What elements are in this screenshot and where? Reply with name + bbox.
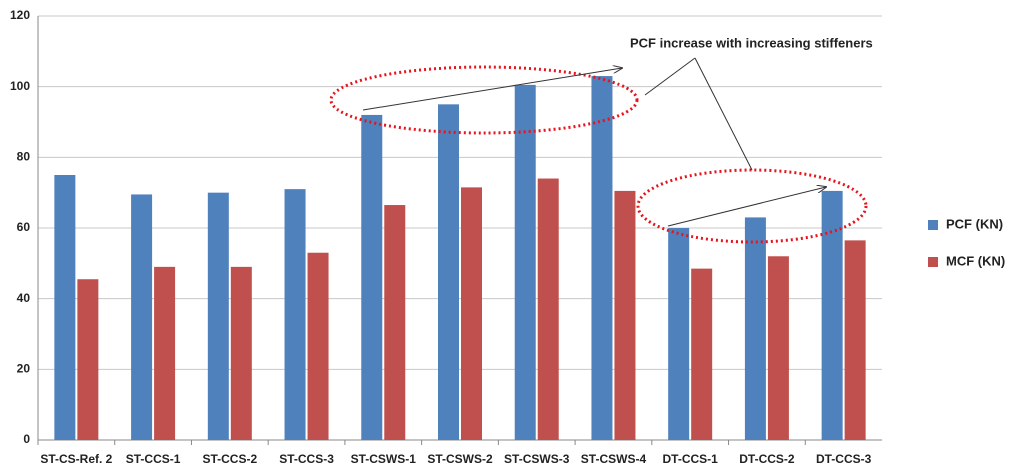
bar (438, 104, 459, 440)
bar (384, 205, 406, 440)
bar (230, 266, 252, 440)
callout-line (694, 57, 753, 171)
bar (54, 175, 76, 440)
x-tick-label: ST-CCS-3 (279, 452, 334, 466)
highlight-ellipse (636, 168, 868, 244)
bar (307, 252, 329, 440)
y-tick-label: 40 (17, 291, 31, 305)
annotation-shapes (329, 57, 868, 244)
x-tick-label: DT-CCS-2 (739, 452, 795, 466)
bar (744, 217, 766, 440)
annotation: PCF increase with increasing stiffeners (630, 35, 873, 50)
bar (207, 192, 229, 440)
bar (844, 240, 866, 440)
bar (767, 256, 789, 440)
highlight-ellipse (329, 65, 639, 135)
bar (668, 228, 690, 440)
y-tick-label: 60 (17, 220, 31, 234)
y-tick-label: 100 (10, 79, 30, 93)
x-tick-label: DT-CCS-1 (663, 452, 719, 466)
x-tick-label: ST-CS-Ref. 2 (40, 452, 112, 466)
bar (154, 266, 176, 440)
bar (614, 190, 636, 440)
y-tick-label: 20 (17, 362, 31, 376)
bar (361, 114, 383, 440)
arrow (362, 68, 622, 111)
bar (537, 178, 559, 441)
x-tick-label: ST-CSWS-2 (427, 452, 493, 466)
callout-line (644, 57, 696, 96)
legend-swatch (928, 220, 938, 230)
legend-label: MCF (KN) (946, 253, 1005, 268)
bar (591, 76, 613, 441)
x-tick-label: ST-CCS-2 (202, 452, 257, 466)
bar (77, 279, 99, 440)
bar (691, 268, 713, 440)
x-tick-label: ST-CCS-1 (126, 452, 181, 466)
x-tick-label: DT-CCS-3 (816, 452, 872, 466)
legend-label: PCF (KN) (946, 216, 1003, 231)
y-tick-label: 0 (23, 432, 30, 446)
x-tick-label: ST-CSWS-1 (351, 452, 417, 466)
x-tick-label: ST-CSWS-4 (581, 452, 647, 466)
y-tick-label: 120 (10, 8, 30, 22)
bar (131, 194, 153, 440)
bar (461, 187, 482, 440)
bar (514, 84, 536, 441)
arrow (667, 187, 826, 227)
bar (821, 190, 843, 440)
y-tick-label: 80 (17, 150, 31, 164)
bar (284, 189, 306, 440)
legend-swatch (928, 257, 938, 267)
x-tick-label: ST-CSWS-3 (504, 452, 570, 466)
